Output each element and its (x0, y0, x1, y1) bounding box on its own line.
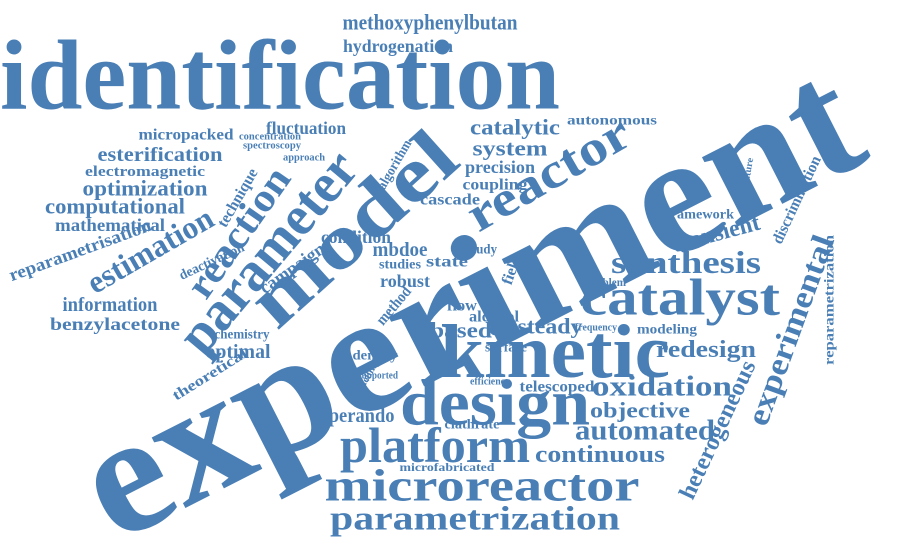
word: flow (447, 298, 477, 315)
word: benzylacetone (50, 314, 180, 334)
word: spectroscopy (243, 141, 301, 152)
word: parametrization (330, 501, 620, 538)
word: condition (321, 227, 391, 247)
word: continuous (535, 442, 665, 468)
word: density (353, 349, 398, 364)
word: operando (320, 405, 395, 427)
word: identification (0, 20, 560, 131)
word: studies (379, 258, 422, 273)
word: esterification (98, 144, 223, 166)
word: study (467, 243, 497, 258)
word: micropacked (139, 127, 234, 144)
word: electromagnetic (85, 164, 205, 180)
word: optimal (206, 341, 271, 363)
word: fluctuation (266, 118, 346, 138)
word: surface (485, 341, 527, 356)
word: synthesis (611, 244, 761, 280)
word: kinetic (440, 310, 670, 394)
word: supported (358, 371, 398, 382)
word: chemistry (215, 328, 270, 343)
word: autonomous (567, 114, 658, 129)
word: oxidation (592, 372, 733, 403)
word: platform (340, 417, 530, 473)
word: system (473, 136, 548, 161)
word: optimization (83, 176, 208, 201)
word: frequency (575, 323, 617, 334)
word: based (430, 318, 492, 343)
word: design (400, 367, 590, 440)
word: catalyst (580, 270, 781, 327)
word: catalytic (470, 115, 560, 140)
word: alcohol (469, 309, 520, 326)
word: mathematical (55, 215, 165, 235)
word: framework (666, 208, 734, 223)
word: approach (283, 153, 325, 164)
word: redesign (656, 337, 756, 363)
word: efficiency (470, 377, 510, 388)
word: microfabricated (400, 460, 495, 474)
word: reparametrization (823, 235, 838, 365)
word: automated (575, 416, 715, 447)
word: information (63, 294, 158, 316)
word: objective (590, 398, 690, 423)
word: computational (45, 194, 185, 219)
word: robust (380, 271, 430, 291)
word: state (426, 254, 468, 271)
word: mbdoe (373, 239, 428, 261)
word: methoxyphenylbutan (343, 10, 518, 35)
word: problem (586, 275, 626, 289)
word: precision (465, 157, 535, 177)
word: concentration (239, 132, 301, 143)
word: telescoped (520, 379, 595, 396)
word: modeling (637, 323, 697, 338)
word: clathrate (445, 418, 500, 433)
word: coupling (463, 177, 528, 194)
word: steady (518, 314, 583, 339)
word: hydrogenation (343, 36, 453, 56)
word: microreactor (325, 460, 640, 511)
word: cascade (420, 192, 480, 209)
